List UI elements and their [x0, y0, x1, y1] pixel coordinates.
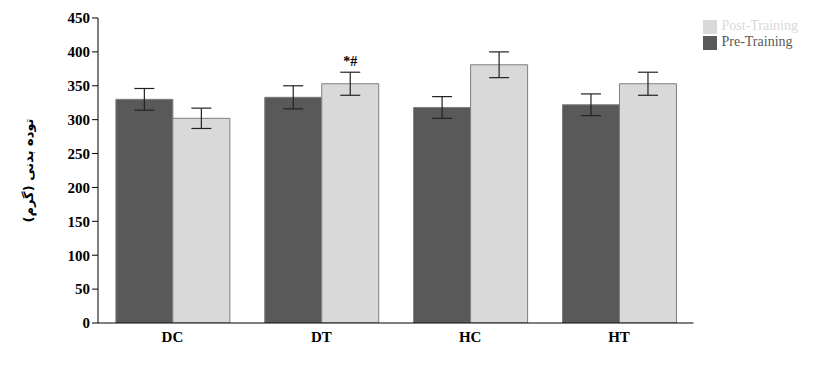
svg-text:HC: HC	[459, 329, 482, 345]
svg-text:DC: DC	[162, 329, 184, 345]
html-text:Post-Training: Post-Training	[721, 18, 798, 33]
svg-text:50: 50	[75, 281, 90, 297]
html-text:Pre-Training: Pre-Training	[721, 34, 793, 49]
svg-text:450: 450	[68, 10, 91, 26]
svg-text:350: 350	[68, 78, 91, 94]
svg-text:*#: *#	[343, 54, 357, 69]
svg-text:300: 300	[68, 112, 91, 128]
svg-text:200: 200	[68, 180, 91, 196]
svg-text:HT: HT	[608, 329, 630, 345]
svg-text:150: 150	[68, 214, 91, 230]
svg-text:0: 0	[83, 315, 91, 331]
svg-text:400: 400	[68, 44, 91, 60]
svg-text:توده بدنی (گرم): توده بدنی (گرم)	[21, 119, 37, 223]
svg-text:100: 100	[68, 248, 91, 264]
svg-text:250: 250	[68, 146, 91, 162]
svg-text:DT: DT	[311, 329, 332, 345]
